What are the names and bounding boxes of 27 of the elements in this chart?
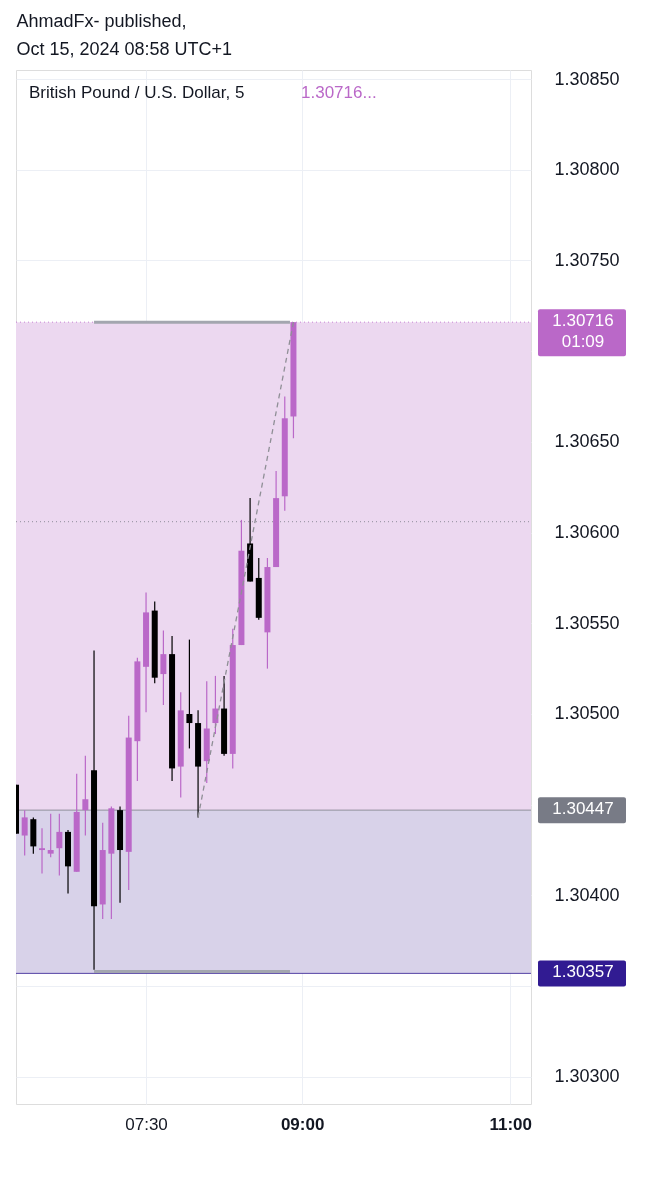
y-tick-label: 1.30650: [554, 431, 620, 452]
candlestick: [56, 813, 63, 877]
candlestick: [186, 639, 193, 750]
y-tick-label: 1.30550: [554, 612, 620, 633]
x-tick-label: 09:00: [280, 1114, 325, 1134]
chart-title: AhmadFx- published,: [16, 11, 187, 31]
y-tick-label: 1.30400: [554, 884, 620, 905]
y-tick-label: 1.30750: [554, 249, 620, 270]
candlestick: [212, 675, 219, 735]
ref-line-label: 1.30716 01:09: [552, 311, 614, 352]
annotation: British Pound / U.S. Dollar, 5: [29, 83, 245, 102]
candlestick: [82, 755, 89, 837]
candlestick: [160, 629, 167, 706]
candlestick: [21, 809, 28, 857]
y-tick-label: 1.30500: [554, 703, 620, 724]
candlestick: [47, 813, 54, 858]
y-tick-label: 1.30600: [554, 522, 620, 543]
candlestick: [39, 827, 46, 875]
x-tick-label: 11:00: [489, 1114, 532, 1134]
chart-subtitle: Oct 15, 2024 08:58 UTC+1: [16, 39, 233, 59]
y-tick-label: 1.30300: [554, 1066, 620, 1087]
ref-line-label: 1.30357: [552, 962, 614, 982]
y-tick-label: 1.30800: [554, 159, 620, 180]
x-tick-label: 07:30: [125, 1114, 168, 1134]
y-tick-label: 1.30850: [554, 68, 620, 89]
ref-line-label: 1.30447: [552, 799, 614, 819]
annotation: 1.30716...: [301, 83, 377, 102]
